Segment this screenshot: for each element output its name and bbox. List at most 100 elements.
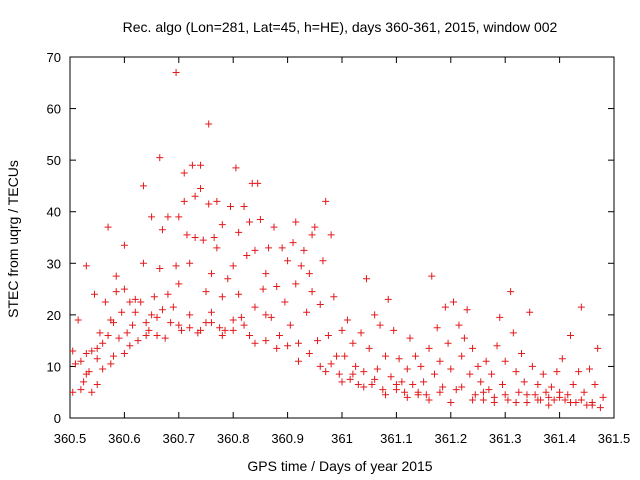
- y-axis-label: STEC from uqrg / TECUs: [5, 160, 21, 318]
- data-point: [71, 360, 79, 368]
- data-point: [77, 386, 85, 394]
- data-point: [509, 329, 517, 337]
- data-point: [120, 350, 128, 358]
- data-point: [69, 388, 77, 396]
- data-point: [469, 396, 477, 404]
- data-point: [167, 319, 175, 327]
- data-point: [371, 375, 379, 383]
- data-point: [246, 331, 254, 339]
- data-point: [262, 270, 270, 278]
- data-point: [273, 344, 281, 352]
- data-point: [259, 285, 267, 293]
- y-tick-label: 10: [47, 359, 61, 374]
- data-point: [107, 360, 115, 368]
- data-point: [422, 391, 430, 399]
- data-point: [224, 275, 232, 283]
- data-point: [156, 264, 164, 272]
- data-point: [406, 334, 414, 342]
- data-point: [254, 179, 262, 187]
- data-point: [218, 221, 226, 229]
- data-point: [284, 342, 292, 350]
- data-point: [439, 383, 447, 391]
- y-tick-label: 50: [47, 153, 61, 168]
- data-point: [384, 295, 392, 303]
- data-point: [153, 331, 161, 339]
- data-point: [80, 378, 88, 386]
- data-point: [240, 203, 248, 211]
- data-point: [531, 391, 539, 399]
- data-points: [69, 68, 607, 412]
- data-point: [134, 337, 142, 345]
- data-point: [164, 213, 172, 221]
- data-point: [558, 355, 566, 363]
- data-point: [327, 231, 335, 239]
- data-point: [520, 378, 528, 386]
- data-point: [186, 311, 194, 319]
- data-point: [104, 223, 112, 231]
- data-point: [382, 352, 390, 360]
- data-point: [150, 293, 158, 301]
- data-point: [205, 120, 213, 128]
- data-point: [175, 280, 183, 288]
- data-point: [322, 368, 330, 376]
- data-point: [232, 164, 240, 172]
- data-point: [139, 182, 147, 190]
- data-point: [398, 378, 406, 386]
- data-point: [333, 352, 341, 360]
- data-point: [341, 352, 349, 360]
- data-point: [186, 324, 194, 332]
- data-point: [237, 313, 245, 321]
- data-point: [528, 362, 536, 370]
- data-point: [330, 293, 338, 301]
- data-point: [518, 350, 526, 358]
- data-point: [218, 331, 226, 339]
- data-point: [183, 231, 191, 239]
- data-point: [373, 365, 381, 373]
- data-point: [577, 303, 585, 311]
- data-point: [417, 362, 425, 370]
- data-point: [210, 234, 218, 241]
- data-point: [352, 362, 360, 370]
- data-point: [156, 154, 164, 162]
- data-point: [286, 321, 294, 329]
- data-point: [523, 391, 531, 399]
- data-point: [327, 360, 335, 368]
- y-tick-label: 0: [54, 411, 61, 426]
- data-point: [235, 290, 243, 298]
- data-point: [289, 239, 297, 247]
- data-point: [175, 321, 183, 329]
- data-point: [229, 326, 237, 334]
- data-point: [488, 370, 496, 378]
- data-point: [297, 262, 305, 270]
- data-point: [360, 383, 368, 391]
- data-point: [213, 197, 221, 205]
- x-tick-label: 361.3: [489, 431, 522, 446]
- data-point: [441, 303, 449, 311]
- data-point: [392, 380, 400, 388]
- data-point: [319, 257, 327, 265]
- data-point: [368, 380, 376, 388]
- data-point: [82, 262, 90, 270]
- data-point: [539, 370, 547, 378]
- data-point: [322, 197, 330, 205]
- data-point: [110, 352, 118, 360]
- data-point: [523, 399, 531, 407]
- data-point: [311, 223, 319, 231]
- data-point: [148, 311, 156, 319]
- data-point: [542, 388, 550, 396]
- data-point: [129, 321, 137, 329]
- data-point: [466, 370, 474, 378]
- y-tick-label: 40: [47, 205, 61, 220]
- data-point: [477, 378, 485, 386]
- data-point: [338, 326, 346, 334]
- data-point: [599, 393, 607, 401]
- data-point: [577, 396, 585, 404]
- data-point: [93, 344, 101, 352]
- data-point: [294, 339, 302, 347]
- data-point: [172, 262, 180, 270]
- data-point: [566, 331, 574, 339]
- data-point: [161, 334, 169, 342]
- data-point: [221, 326, 229, 334]
- data-point: [349, 370, 357, 378]
- data-point: [262, 311, 270, 319]
